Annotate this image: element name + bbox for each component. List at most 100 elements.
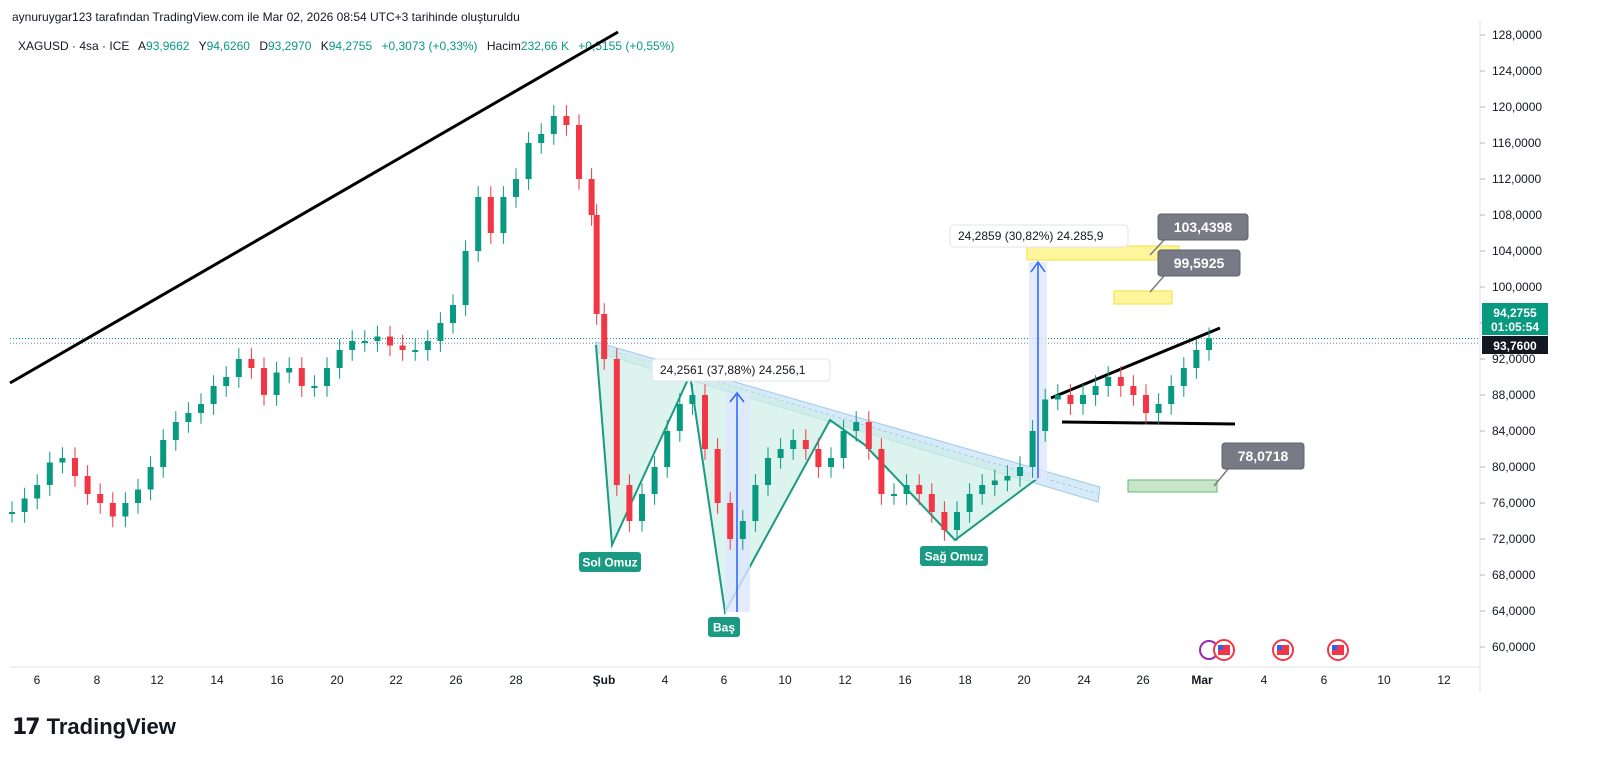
candle-body [576, 125, 582, 179]
measure-label-2-bg [949, 224, 1129, 248]
time-tick-label: 12 [150, 673, 164, 687]
candle-body [588, 179, 595, 215]
time-tick-label: 20 [1017, 673, 1031, 687]
candle-body [34, 485, 41, 499]
callout-target2-bg [1157, 249, 1241, 277]
candle-body [311, 386, 318, 388]
symbol-legend: XAGUSD · 4sa · ICE A93,9662 Y94,6260 D93… [18, 39, 674, 53]
high-label: Y [198, 39, 207, 53]
candle-body [765, 458, 771, 485]
open-value: 93,9662 [146, 39, 190, 53]
long-trendline [9, 30, 619, 385]
callout-target1-text: 103,4398 [1174, 219, 1233, 235]
callout-target1: 103,4398 [1149, 213, 1249, 256]
candle-body [1029, 431, 1036, 467]
candle-body [790, 440, 797, 449]
candle-body [727, 503, 734, 539]
price-tick-label: 112,0000 [1492, 172, 1541, 186]
target-zone-mid [1113, 290, 1173, 305]
time-tick-label: 8 [94, 673, 101, 687]
tradingview-logo-mark: 17 [12, 714, 41, 740]
axes: 60,0000 64,0000 68,0000 72,0000 76,0000 80,00… [10, 20, 1542, 693]
candle-body [1042, 399, 1049, 431]
candle-body [1017, 467, 1023, 476]
candle-body [878, 449, 885, 494]
candle-body [563, 116, 570, 125]
candle-body [815, 449, 822, 467]
candle-body [676, 404, 683, 431]
price-tick-label: 80,0000 [1492, 460, 1536, 474]
candle-body [487, 197, 494, 233]
callout-target3-pointer [1213, 468, 1229, 487]
volume-value: 232,66 K [520, 39, 569, 53]
price-tick-label: 60,0000 [1492, 640, 1536, 654]
candle-body [9, 512, 15, 514]
candle-body [601, 314, 608, 359]
price-tick-label: 88,0000 [1492, 388, 1536, 402]
price-chart[interactable]: 60,0000 64,0000 68,0000 72,0000 76,0000 80,00… [0, 0, 1600, 700]
time-tick-label: 22 [389, 673, 403, 687]
wedge-bottom-line [1061, 420, 1236, 426]
label-bas-bg [708, 617, 740, 637]
candle-body [1130, 386, 1137, 395]
price-tick-label: 128,0000 [1492, 28, 1542, 42]
time-tick-label: 6 [1321, 673, 1328, 687]
candle-body [223, 377, 230, 386]
candle-body [538, 134, 545, 143]
labels: Sol Omuz Baş Sağ Omuz 24,2561 (37,88%) 24.2… [579, 213, 1548, 661]
hs-pattern-fill [596, 345, 1038, 612]
candle-body [752, 485, 759, 521]
candle-body [424, 341, 431, 350]
wedge-top-line [1050, 326, 1221, 400]
candle-body [462, 251, 469, 305]
measure-label-2: 24,2859 (30,82%) 24.285,9 [949, 224, 1129, 248]
candle-body [46, 462, 53, 485]
open-label: A [138, 39, 147, 53]
candle-body [286, 368, 293, 373]
hs-pattern-outline [595, 344, 1039, 616]
symbol-name[interactable]: XAGUSD · 4sa · ICE [18, 39, 130, 53]
candle-body [1105, 377, 1112, 386]
support-zone [1127, 479, 1218, 493]
measure-label-1-text: 24,2561 (37,88%) 24.256,1 [660, 363, 806, 377]
candle-body [954, 512, 960, 530]
candle-body [450, 305, 456, 323]
us-flag-icon-canton [1332, 645, 1337, 650]
candle-body [802, 440, 809, 449]
time-tick-label: 26 [1136, 673, 1150, 687]
price-tick-label: 100,0000 [1492, 280, 1542, 294]
callout-target3: 78,0718 [1213, 442, 1305, 487]
measure-label-1: 24,2561 (37,88%) 24.256,1 [651, 358, 831, 382]
last-price-badge-text: 94,2755 [1493, 306, 1537, 320]
candles [9, 105, 1212, 550]
low-value: 93,2970 [267, 39, 312, 53]
price-tick-label: 124,0000 [1492, 64, 1542, 78]
candle-body [865, 422, 872, 449]
time-tick-label: Şub [593, 673, 616, 687]
candle-body [966, 494, 973, 512]
label-sol-omuz-bg [579, 552, 641, 572]
time-tick-label: 24 [1077, 673, 1091, 687]
candle-body [261, 368, 267, 395]
candle-body [891, 494, 897, 496]
candle-body [475, 197, 482, 251]
time-tick-label: 20 [330, 673, 344, 687]
candle-body [1117, 377, 1124, 386]
tradingview-logo[interactable]: 17 TradingView [12, 714, 176, 740]
candle-body [664, 431, 671, 467]
candle-body [109, 503, 116, 517]
last-price-badge-text: 01:05:54 [1491, 320, 1539, 334]
high-value: 94,6260 [206, 39, 250, 53]
price-tick-label: 104,0000 [1492, 244, 1542, 258]
candle-body [1054, 395, 1061, 400]
us-flag-icon [1213, 639, 1235, 661]
time-tick-label: 18 [958, 673, 972, 687]
candle-body [324, 368, 330, 386]
prev-price-badge-text: 93,7600 [1493, 339, 1537, 353]
candle-body [399, 345, 406, 350]
candle-body [1180, 368, 1187, 386]
candle-body [97, 494, 104, 503]
time-tick-label: 12 [838, 673, 852, 687]
candle-body [639, 494, 645, 521]
candle-body [1004, 476, 1011, 481]
